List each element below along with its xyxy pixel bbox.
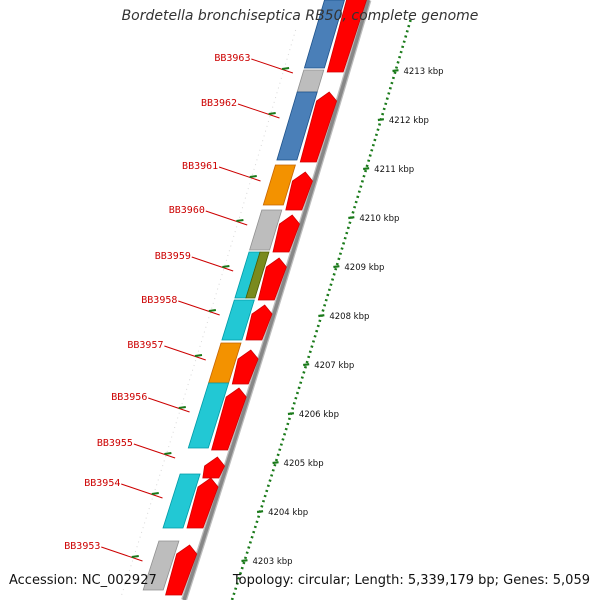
inner-tick — [194, 354, 203, 357]
cog-category-box — [249, 209, 283, 251]
backbone-line — [182, 0, 371, 601]
forward-gene-arrow — [231, 349, 259, 385]
gene-label-bb3955: BB3955 — [97, 438, 133, 449]
ruler-tick-label: 4211 kbp — [374, 165, 414, 175]
ruler-tick — [303, 363, 310, 367]
leader-line — [251, 58, 294, 74]
gene-label-bb3963: BB3963 — [214, 53, 250, 64]
leader-line — [148, 397, 190, 413]
leader-line — [205, 210, 248, 226]
genome-summary-text: Topology: circular; Length: 5,339,179 bp… — [232, 573, 590, 588]
gene-label-bb3958: BB3958 — [141, 295, 177, 306]
inner-tick — [208, 309, 217, 312]
ruler-tick — [348, 216, 355, 220]
leader-line — [178, 300, 220, 316]
ruler-tick-label: 4204 kbp — [268, 508, 308, 518]
ruler-tick — [363, 167, 370, 171]
leader-line — [218, 166, 261, 182]
ruler-tick — [318, 314, 325, 318]
leader-line — [164, 345, 206, 361]
ruler-tick — [377, 118, 385, 122]
cog-category-box — [221, 299, 255, 341]
ruler-tick — [287, 412, 295, 416]
gene-label-bb3956: BB3956 — [111, 392, 147, 403]
gene-label-bb3954: BB3954 — [84, 478, 120, 489]
gene-label-bb3953: BB3953 — [64, 541, 100, 552]
gene-label-bb3962: BB3962 — [201, 98, 237, 109]
ruler-tick-label: 4213 kbp — [403, 67, 443, 77]
map-title: Bordetella bronchiseptica RB50, complete… — [121, 8, 479, 24]
ruler-tick-label: 4210 kbp — [359, 214, 399, 224]
accession-text: Accession: NC_002927 — [9, 573, 157, 588]
ruler-tick — [241, 559, 248, 563]
forward-gene-arrow — [186, 477, 219, 529]
inner-tick — [151, 492, 159, 495]
cog-category-box — [296, 69, 325, 93]
cog-category-box — [245, 251, 270, 299]
forward-gene-arrow — [299, 91, 338, 163]
leader-line — [133, 443, 176, 459]
cog-category-box — [262, 164, 296, 206]
leader-line — [191, 256, 234, 272]
gene-label-bb3961: BB3961 — [182, 161, 218, 172]
feature-layer — [142, 0, 367, 596]
backbone-layer — [120, 0, 372, 601]
ruler-tick — [256, 510, 264, 514]
ruler-tick-label: 4206 kbp — [299, 410, 339, 420]
cog-category-box — [162, 473, 201, 529]
inner-tick — [281, 67, 290, 70]
forward-gene-arrow — [165, 544, 198, 596]
ruler-tick — [333, 265, 340, 269]
forward-gene-arrow — [211, 387, 247, 451]
forward-gene-arrow — [245, 304, 273, 341]
inner-tick — [222, 265, 230, 268]
inner-tick — [131, 555, 139, 558]
forward-gene-arrow — [202, 456, 226, 479]
ruler-layer: 4213 kbp 4212 kbp 4211 kbp 4210 kbp 4209 kbp… — [230, 19, 444, 601]
ruler-tick-label: 4212 kbp — [389, 116, 429, 126]
cog-category-box — [303, 0, 345, 69]
cog-category-box — [187, 382, 230, 449]
forward-gene-arrow — [257, 257, 287, 301]
leader-line — [101, 546, 143, 562]
ruler-tick — [392, 69, 399, 73]
cog-category-box — [142, 540, 180, 591]
inner-tick — [164, 452, 172, 455]
leader-line — [121, 483, 163, 499]
inner-tick — [236, 219, 244, 222]
inner-tick — [268, 112, 276, 115]
cog-category-box — [276, 91, 318, 161]
ruler-line — [230, 19, 412, 601]
gene-label-bb3960: BB3960 — [169, 205, 205, 216]
inner-tick — [178, 406, 186, 409]
gene-label-bb3959: BB3959 — [155, 251, 191, 262]
label-layer: BB3963 BB3962 BB3961 BB3960 BB3959 BB3958 BB39… — [64, 53, 294, 562]
inner-tick — [249, 175, 257, 178]
ruler-tick — [272, 461, 279, 465]
gene-label-bb3957: BB3957 — [127, 340, 163, 351]
ruler-tick-label: 4207 kbp — [314, 361, 354, 371]
ruler-tick-label: 4209 kbp — [344, 263, 384, 273]
ruler-tick-label: 4205 kbp — [284, 459, 324, 469]
ruler-tick-label: 4203 kbp — [252, 557, 292, 567]
forward-gene-arrow — [272, 214, 300, 253]
forward-gene-arrow — [326, 0, 367, 73]
ruler-tick-label: 4208 kbp — [329, 312, 369, 322]
leader-line — [237, 103, 280, 119]
forward-gene-arrow — [285, 171, 313, 211]
